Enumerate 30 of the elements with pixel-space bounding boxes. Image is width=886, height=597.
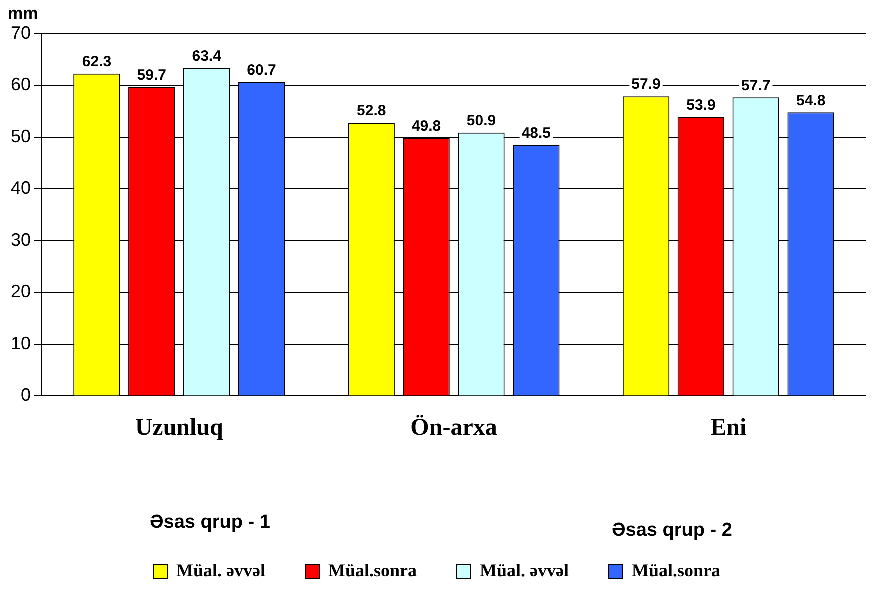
data-label: 63.4 xyxy=(192,48,222,65)
x-tick-label: Uzunluq xyxy=(135,414,224,441)
y-tick-label: 60 xyxy=(10,74,32,95)
data-label: 57.9 xyxy=(632,76,661,94)
data-label: 57.7 xyxy=(742,77,771,94)
text: Əsas qrup - 2 xyxy=(612,520,732,542)
data-label: 48.5 xyxy=(522,124,552,142)
legend-label: Müal.sonra xyxy=(632,560,720,581)
text: Əsas qrup - 1 xyxy=(150,512,270,534)
data-label: 62.3 xyxy=(82,53,112,70)
y-tick-label: 0 xyxy=(21,385,32,406)
x-tick-label: Eni xyxy=(710,414,748,441)
legend-label: Müal. əvvəl xyxy=(480,560,569,581)
y-tick-label: 70 xyxy=(10,22,32,43)
legend-label: Müal. əvvəl xyxy=(176,560,266,581)
data-label: 49.8 xyxy=(412,118,442,136)
data-label: 60.7 xyxy=(247,62,276,79)
y-tick-label: 20 xyxy=(10,282,32,302)
y-tick-label: 10 xyxy=(10,333,32,354)
data-label: 53.9 xyxy=(686,96,716,114)
x-tick-label: Ön-arxa xyxy=(410,414,498,441)
y-tick-label: 30 xyxy=(10,230,32,250)
data-label: 52.8 xyxy=(357,102,386,120)
y-tick-label: 40 xyxy=(10,178,32,198)
data-label: 54.8 xyxy=(796,92,826,110)
legend-label: Müal.sonra xyxy=(328,560,418,581)
data-label: 59.7 xyxy=(137,66,166,84)
data-label: 50.9 xyxy=(466,112,496,130)
y-tick-label: 50 xyxy=(10,126,32,146)
y-axis-title: mm xyxy=(8,4,38,24)
